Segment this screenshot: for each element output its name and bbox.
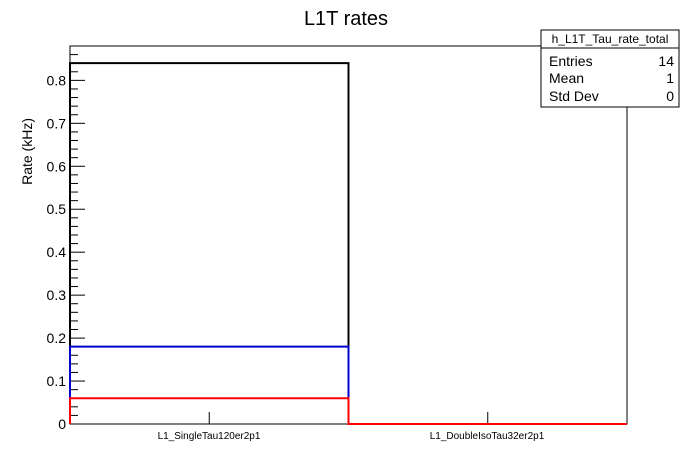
x-axis (208, 412, 489, 424)
y-tick-label: 0.5 (47, 201, 67, 217)
y-tick-label: 0 (58, 416, 66, 432)
stats-value-entries: 14 (658, 53, 674, 69)
y-tick-label: 0.4 (47, 244, 67, 260)
x-category-label-1: L1_DoubleIsoTau32er2p1 (430, 431, 545, 442)
stats-label-std-dev: Std Dev (549, 88, 599, 104)
stats-value-mean: 1 (666, 70, 674, 86)
y-axis-label: Rate (kHz) (19, 118, 35, 185)
y-tick-label: 0.8 (47, 72, 67, 88)
series-2-outline (69, 397, 627, 425)
series-0-bin-0 (70, 63, 349, 424)
x-category-label-0: L1_SingleTau120er2p1 (158, 431, 261, 442)
y-tick-label: 0.7 (47, 115, 67, 131)
chart-title: L1T rates (304, 8, 388, 30)
stats-label-mean: Mean (549, 70, 584, 86)
y-tick-label: 0.2 (47, 330, 67, 346)
stats-label-entries: Entries (549, 53, 593, 69)
histogram-series (69, 62, 627, 425)
y-tick-label: 0.6 (47, 158, 67, 174)
stats-box: h_L1T_Tau_rate_total Entries 14 Mean 1 S… (540, 29, 680, 108)
y-tick-label: 0.1 (47, 373, 67, 389)
stats-box-title: h_L1T_Tau_rate_total (552, 32, 669, 46)
y-tick-label: 0.3 (47, 287, 67, 303)
stats-value-std-dev: 0 (666, 88, 674, 104)
stats-box-frame (540, 29, 680, 108)
y-axis: 0 0.1 0.2 0.3 0.4 0.5 0.6 0.7 0.8 (47, 45, 85, 432)
